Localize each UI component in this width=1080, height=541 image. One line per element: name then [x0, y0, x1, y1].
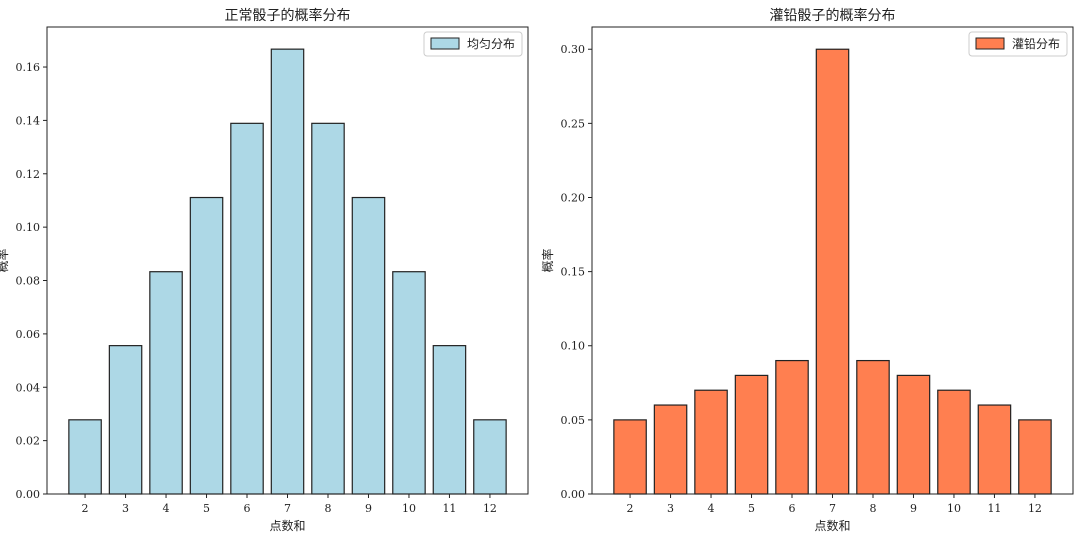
- y-tick-label: 0.25: [561, 117, 586, 130]
- bar-11: [977, 404, 1012, 495]
- bar-11: [432, 345, 467, 495]
- x-tick-label: 7: [284, 502, 291, 515]
- legend-swatch: [430, 37, 460, 50]
- x-tick-label: 2: [627, 502, 634, 515]
- x-tick-label: 9: [910, 502, 917, 515]
- y-tick-label: 0.05: [561, 414, 586, 427]
- x-tick-label: 12: [483, 502, 497, 515]
- chart-title: 灌铅骰子的概率分布: [770, 7, 896, 24]
- x-tick-label: 6: [789, 502, 796, 515]
- bar-12: [1018, 419, 1052, 495]
- y-tick-label: 0.00: [561, 488, 586, 501]
- x-tick-label: 4: [708, 502, 715, 515]
- x-tick-label: 10: [947, 502, 961, 515]
- y-tick-label: 0.02: [16, 435, 41, 448]
- bar-10: [937, 389, 971, 495]
- x-tick-label: 11: [442, 502, 456, 515]
- y-tick-label: 0.20: [561, 191, 586, 204]
- y-tick-label: 0.04: [16, 381, 41, 394]
- bar-3: [653, 404, 688, 495]
- legend-swatch: [975, 37, 1005, 50]
- bar-7: [815, 48, 850, 495]
- legend: 灌铅分布: [968, 31, 1068, 57]
- bar-7: [270, 48, 305, 495]
- chart-title: 正常骰子的概率分布: [225, 7, 351, 24]
- y-tick-label: 0.08: [16, 275, 41, 288]
- y-tick-label: 0.14: [16, 114, 41, 127]
- chart-1: 2 3 4 5 6 7 8 9 10 11 12 0.00 0.02 0.04 0.06 0.08 0.10 0.…: [0, 7, 529, 533]
- x-tick-label: 10: [402, 502, 416, 515]
- x-tick-label: 2: [82, 502, 89, 515]
- chart-2: 2 3 4 5 6 7 8 9 10 11 12 0.00 0.05 0.10 0.15 0.20 0.25 0.…: [540, 7, 1074, 533]
- x-tick-label: 5: [203, 502, 210, 515]
- x-tick-label: 9: [365, 502, 372, 515]
- y-tick-label: 0.15: [561, 266, 586, 279]
- legend-label: 均匀分布: [467, 37, 515, 51]
- bar-4: [694, 389, 728, 495]
- bar-6: [230, 122, 264, 495]
- x-tick-label: 8: [324, 502, 331, 515]
- bar-12: [473, 419, 507, 495]
- y-axis-label: 概率: [540, 248, 555, 272]
- bar-9: [896, 374, 931, 495]
- x-axis-label: 点数和: [269, 518, 305, 533]
- bar-9: [351, 196, 386, 495]
- y-tick-label: 0.10: [561, 340, 586, 353]
- y-tick-label: 0.10: [16, 221, 41, 234]
- bar-3: [108, 345, 143, 495]
- x-tick-label: 3: [667, 502, 674, 515]
- y-tick-label: 0.06: [16, 328, 41, 341]
- y-tick-label: 0.16: [16, 61, 41, 74]
- x-tick-label: 4: [163, 502, 170, 515]
- x-tick-label: 5: [748, 502, 755, 515]
- bar-5: [734, 374, 769, 495]
- bar-2: [613, 419, 647, 495]
- x-axis-label: 点数和: [814, 518, 850, 533]
- legend-label: 灌铅分布: [1012, 37, 1060, 51]
- x-tick-label: 12: [1028, 502, 1042, 515]
- x-tick-label: 6: [244, 502, 251, 515]
- bar-8: [856, 359, 890, 495]
- y-tick-label: 0.12: [16, 168, 41, 181]
- y-tick-label: 0.30: [561, 43, 586, 56]
- bar-2: [68, 419, 102, 495]
- legend: 均匀分布: [423, 31, 523, 57]
- x-tick-label: 3: [122, 502, 129, 515]
- bar-4: [149, 271, 183, 495]
- x-tick-label: 8: [869, 502, 876, 515]
- bar-8: [311, 122, 345, 495]
- bar-5: [189, 196, 224, 495]
- bar-6: [775, 359, 809, 495]
- x-tick-label: 7: [829, 502, 836, 515]
- bar-10: [392, 271, 426, 495]
- x-tick-label: 11: [987, 502, 1001, 515]
- y-axis-label: 概率: [0, 248, 10, 272]
- y-tick-label: 0.00: [16, 488, 41, 501]
